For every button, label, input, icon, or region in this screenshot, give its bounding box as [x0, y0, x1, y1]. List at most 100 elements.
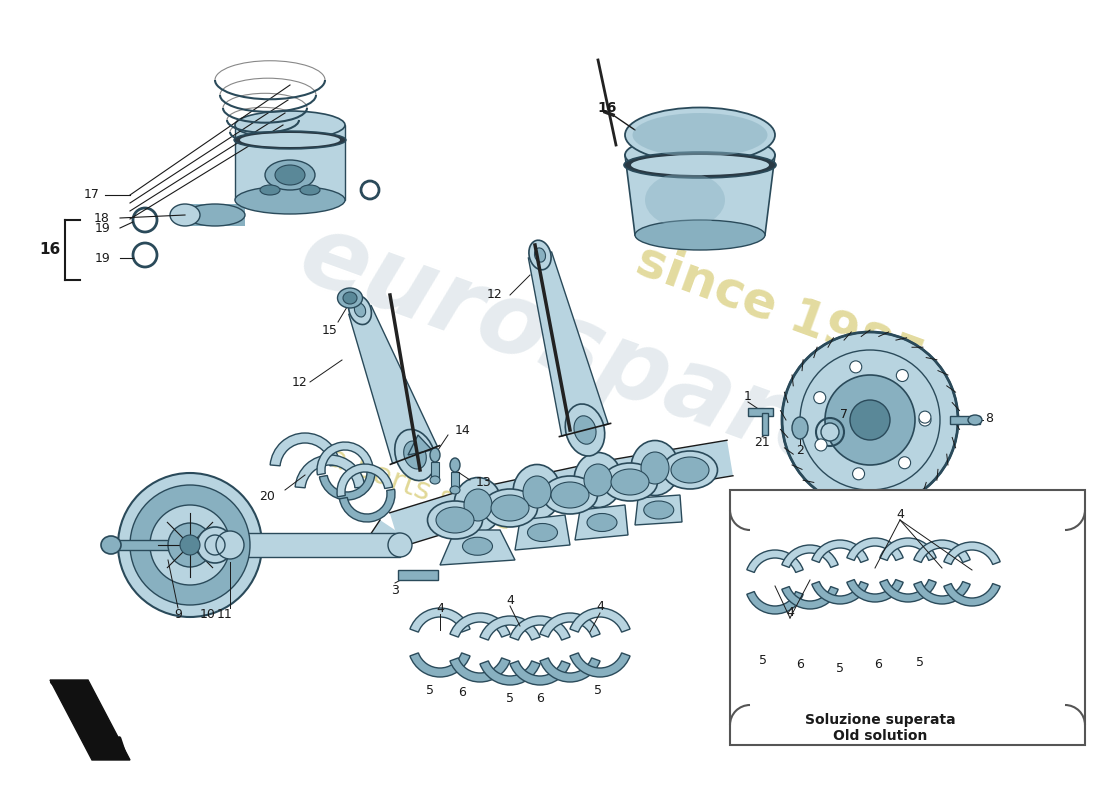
Circle shape	[197, 527, 233, 563]
Ellipse shape	[625, 107, 776, 162]
Polygon shape	[526, 462, 604, 513]
Text: 12: 12	[486, 289, 502, 302]
Ellipse shape	[234, 131, 346, 149]
Text: 10: 10	[200, 609, 216, 622]
Circle shape	[918, 411, 931, 423]
Text: 5: 5	[759, 654, 767, 666]
Ellipse shape	[430, 448, 440, 462]
Ellipse shape	[436, 507, 474, 533]
Ellipse shape	[101, 536, 121, 554]
Wedge shape	[410, 653, 470, 677]
Text: since 1985: since 1985	[629, 236, 931, 384]
Circle shape	[821, 423, 839, 441]
Ellipse shape	[170, 204, 200, 226]
Text: 6: 6	[458, 686, 466, 698]
Polygon shape	[235, 125, 345, 200]
Circle shape	[130, 485, 250, 605]
Ellipse shape	[624, 152, 776, 178]
Bar	[451, 472, 459, 490]
Text: 19: 19	[95, 222, 110, 234]
Text: 6: 6	[536, 691, 543, 705]
Ellipse shape	[641, 452, 669, 484]
Text: 16: 16	[40, 242, 60, 258]
Polygon shape	[389, 493, 465, 547]
Polygon shape	[528, 252, 608, 436]
Ellipse shape	[513, 465, 561, 519]
Wedge shape	[317, 442, 373, 475]
Text: 9: 9	[174, 609, 182, 622]
Circle shape	[815, 439, 827, 451]
Wedge shape	[782, 586, 838, 609]
Circle shape	[216, 531, 244, 559]
Ellipse shape	[300, 185, 320, 195]
Ellipse shape	[671, 457, 710, 483]
Wedge shape	[944, 583, 1000, 606]
Text: 6: 6	[796, 658, 804, 671]
Ellipse shape	[644, 501, 673, 519]
Ellipse shape	[635, 220, 764, 250]
Bar	[185, 204, 245, 226]
Ellipse shape	[662, 451, 717, 489]
Ellipse shape	[529, 240, 551, 270]
Ellipse shape	[275, 165, 305, 185]
Wedge shape	[914, 582, 970, 604]
Text: 20: 20	[260, 490, 275, 502]
Polygon shape	[50, 680, 130, 760]
Wedge shape	[295, 455, 365, 488]
Ellipse shape	[349, 295, 372, 325]
Wedge shape	[880, 579, 936, 602]
Ellipse shape	[185, 204, 245, 226]
Ellipse shape	[240, 133, 340, 147]
Wedge shape	[782, 545, 838, 567]
Text: 2: 2	[796, 443, 804, 457]
Ellipse shape	[343, 292, 358, 304]
Text: 5: 5	[916, 655, 924, 669]
Wedge shape	[410, 608, 470, 632]
Ellipse shape	[464, 489, 492, 521]
Circle shape	[814, 392, 826, 404]
Ellipse shape	[430, 476, 440, 484]
Polygon shape	[575, 505, 628, 540]
Circle shape	[180, 535, 200, 555]
Circle shape	[850, 400, 890, 440]
Wedge shape	[450, 658, 510, 682]
Ellipse shape	[235, 111, 345, 139]
Text: 1: 1	[744, 390, 752, 402]
Text: 21: 21	[755, 435, 770, 449]
Ellipse shape	[968, 415, 982, 425]
Wedge shape	[319, 467, 375, 500]
Text: 5: 5	[836, 662, 844, 674]
Ellipse shape	[610, 469, 649, 495]
Circle shape	[918, 414, 931, 426]
Text: 3: 3	[392, 583, 399, 597]
Text: 13: 13	[476, 475, 492, 489]
Wedge shape	[880, 538, 936, 561]
Ellipse shape	[404, 441, 427, 469]
Text: a parts store: a parts store	[323, 443, 516, 537]
Ellipse shape	[574, 416, 596, 444]
Ellipse shape	[265, 160, 315, 190]
Text: 8: 8	[984, 411, 993, 425]
Wedge shape	[747, 591, 803, 614]
Wedge shape	[847, 579, 903, 602]
Wedge shape	[450, 613, 510, 637]
Ellipse shape	[395, 430, 436, 481]
Bar	[950, 416, 980, 424]
Wedge shape	[540, 658, 601, 682]
Ellipse shape	[574, 453, 622, 507]
Ellipse shape	[535, 248, 546, 262]
Ellipse shape	[260, 185, 280, 195]
Circle shape	[852, 468, 865, 480]
Wedge shape	[812, 540, 868, 562]
Ellipse shape	[792, 417, 808, 439]
Circle shape	[850, 361, 861, 373]
Polygon shape	[635, 495, 682, 525]
Polygon shape	[667, 440, 733, 486]
Ellipse shape	[522, 476, 551, 508]
Circle shape	[168, 523, 212, 567]
Polygon shape	[349, 306, 438, 463]
Ellipse shape	[491, 495, 529, 521]
Wedge shape	[480, 616, 540, 640]
Ellipse shape	[354, 303, 365, 317]
Polygon shape	[456, 478, 534, 528]
